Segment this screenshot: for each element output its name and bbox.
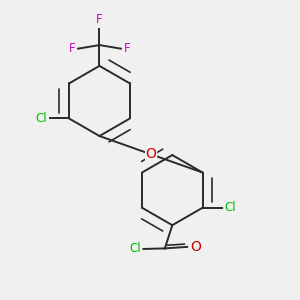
Text: F: F xyxy=(96,13,103,26)
Text: Cl: Cl xyxy=(224,201,236,214)
Text: F: F xyxy=(124,42,130,55)
Text: F: F xyxy=(68,42,75,55)
Text: O: O xyxy=(191,240,202,254)
Text: Cl: Cl xyxy=(36,112,47,125)
Text: O: O xyxy=(146,147,157,161)
Text: Cl: Cl xyxy=(130,242,141,256)
